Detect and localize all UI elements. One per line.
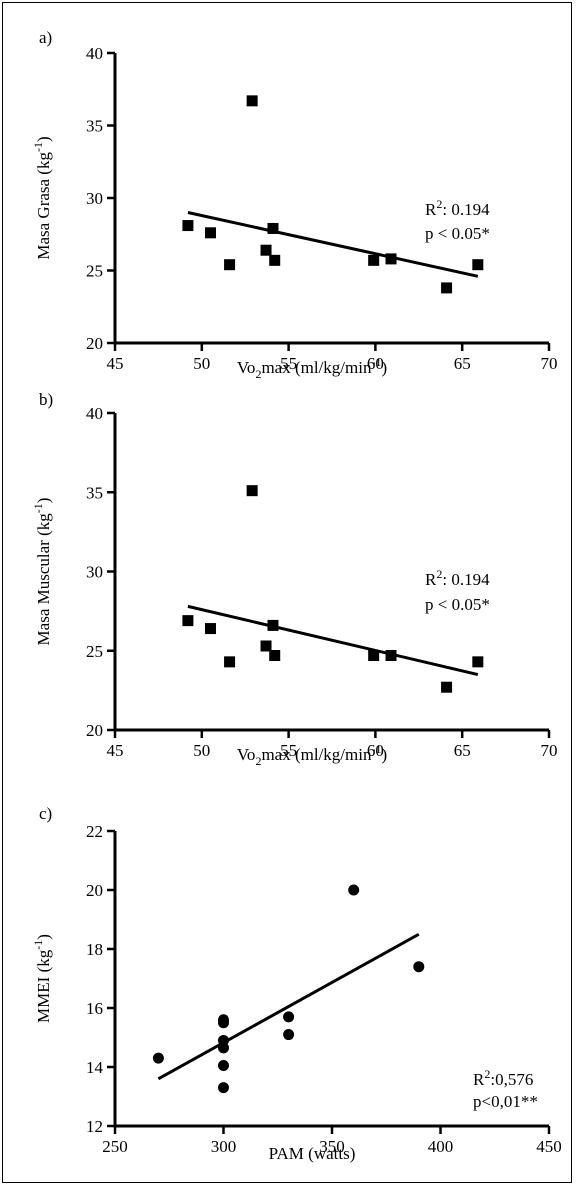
x-tick-label: 70	[541, 354, 558, 373]
y-axis-label: MMEI (kg-1)	[31, 934, 53, 1023]
x-tick-label: 65	[454, 741, 471, 760]
chart-panel-2: b) 45 50 55 60 65 70 20 25 30 35 40 Vo2max (ml/kg/mi…	[31, 390, 558, 768]
data-point	[218, 1017, 229, 1029]
x-tick-label: 250	[102, 1137, 128, 1156]
r-squared-label: R2: 0.194	[425, 567, 490, 589]
x-tick-label: 450	[536, 1137, 562, 1156]
x-tick-label: 45	[107, 354, 124, 373]
data-point	[267, 222, 279, 234]
data-point	[441, 282, 453, 294]
x-tick-label: 350	[319, 1137, 345, 1156]
x-tick-label: 400	[428, 1137, 454, 1156]
data-point	[269, 254, 281, 266]
x-tick-label: 60	[367, 354, 384, 373]
chart-panel-3: c) 250 300 350 400 450 12 14 16 18 20 22 PAM (watts)…	[31, 804, 562, 1163]
x-tick-label: 50	[193, 741, 210, 760]
y-tick-label: 35	[86, 483, 103, 502]
y-tick-label: 20	[86, 881, 103, 900]
data-point	[368, 650, 380, 662]
x-tick-label: 60	[367, 741, 384, 760]
x-tick-label: 45	[107, 741, 124, 760]
data-point	[283, 1011, 295, 1023]
y-tick-label: 20	[86, 334, 103, 353]
y-tick-label: 20	[86, 721, 103, 740]
data-point	[246, 95, 258, 107]
r-squared-label: R2:0,576	[473, 1067, 533, 1089]
data-point	[413, 961, 425, 973]
chart-svg: a) 45 50 55 60 65 70 20 25 30 35 40 Vo2max (ml/kg/mi…	[31, 28, 562, 1163]
y-tick-label: 25	[86, 262, 103, 281]
data-point	[368, 254, 380, 266]
p-value-label: p<0,01**	[473, 1092, 538, 1111]
y-tick-label: 40	[86, 404, 103, 423]
data-point	[204, 623, 216, 635]
p-value-label: p < 0.05*	[425, 224, 490, 243]
r-squared-label: R2: 0.194	[425, 197, 490, 219]
data-point	[218, 1060, 229, 1072]
data-point	[218, 1082, 229, 1094]
data-point	[260, 244, 272, 256]
panel-letter: c)	[39, 804, 52, 823]
x-axis-label: PAM (watts)	[269, 1144, 356, 1163]
data-point	[218, 1042, 229, 1054]
x-tick-label: 55	[280, 741, 297, 760]
y-tick-label: 18	[86, 940, 103, 959]
data-point	[472, 259, 484, 271]
data-point	[348, 884, 360, 896]
data-point	[385, 253, 397, 265]
y-tick-label: 14	[86, 1058, 104, 1077]
data-point	[283, 1029, 295, 1041]
y-tick-label: 22	[86, 822, 103, 841]
data-point	[246, 485, 258, 497]
data-point	[204, 227, 216, 239]
y-axis-label: Masa Muscular (kg-1)	[31, 498, 53, 646]
data-point	[269, 650, 281, 662]
data-point	[267, 619, 279, 631]
y-tick-label: 16	[86, 999, 103, 1018]
x-tick-label: 50	[193, 354, 210, 373]
x-tick-label: 70	[541, 741, 558, 760]
data-point	[260, 640, 272, 652]
y-tick-label: 40	[86, 44, 103, 63]
data-point	[224, 656, 236, 668]
data-point	[182, 615, 194, 627]
panel-letter: b)	[39, 390, 53, 409]
x-tick-label: 300	[211, 1137, 237, 1156]
y-tick-label: 25	[86, 642, 103, 661]
y-tick-label: 30	[86, 189, 103, 208]
data-point	[224, 259, 236, 271]
regression-line	[187, 604, 479, 676]
data-point	[472, 656, 484, 668]
regression-line	[187, 211, 479, 278]
data-point	[152, 1052, 164, 1064]
x-tick-label: 65	[454, 354, 471, 373]
data-point	[182, 220, 194, 232]
p-value-label: p < 0.05*	[425, 595, 490, 614]
data-point	[441, 681, 453, 693]
x-tick-label: 55	[280, 354, 297, 373]
x-axis-label: Vo2max (ml/kg/min-1)	[237, 742, 387, 768]
y-tick-label: 35	[86, 117, 103, 136]
x-axis-label: Vo2max (ml/kg/min-1)	[237, 355, 387, 381]
chart-panel-1: a) 45 50 55 60 65 70 20 25 30 35 40 Vo2max (ml/kg/mi…	[31, 28, 558, 381]
y-tick-label: 30	[86, 563, 103, 582]
panel-letter: a)	[39, 28, 52, 47]
regression-line	[157, 932, 420, 1081]
data-point	[385, 650, 397, 662]
y-axis-label: Masa Grasa (kg-1)	[31, 136, 53, 259]
y-tick-label: 12	[86, 1117, 103, 1136]
